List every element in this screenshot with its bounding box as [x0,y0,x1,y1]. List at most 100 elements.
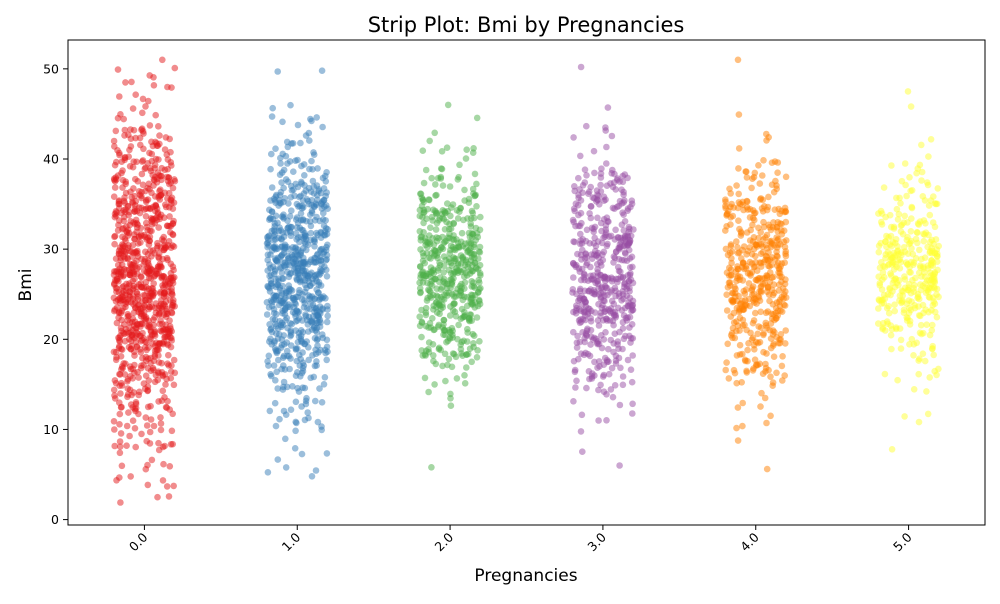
data-point [110,418,118,425]
data-point [304,409,312,416]
data-point [754,330,761,338]
data-point [454,335,461,343]
data-point [292,300,300,308]
data-point [575,211,582,219]
data-point [111,392,118,399]
data-point [167,343,175,351]
data-point [130,348,138,356]
data-point [925,231,932,239]
data-point [155,269,162,277]
data-point [735,199,743,206]
data-point [898,298,906,306]
data-point [754,339,762,347]
data-point [318,423,325,430]
data-point [145,377,153,384]
data-point [918,273,925,280]
data-point [154,493,161,501]
data-point [119,176,127,184]
data-point [919,282,927,290]
data-point [773,262,781,269]
data-point [301,230,309,237]
data-point [142,372,150,380]
data-point [136,134,144,142]
data-point [735,145,743,152]
data-point [312,200,320,207]
data-point [474,302,482,310]
data-point [908,335,916,343]
data-point [290,168,297,175]
data-point [878,218,885,226]
data-point [905,280,913,288]
data-point [130,158,137,165]
data-point [878,300,886,307]
data-point [602,124,609,131]
data-point [758,205,766,212]
data-point [138,430,145,438]
data-point [266,272,273,280]
data-point [163,310,170,318]
data-point [315,186,323,193]
data-point [307,229,315,237]
x-tick-label: 3.0 [584,529,609,554]
data-point [612,226,619,234]
data-point [629,352,636,359]
data-point [725,375,733,382]
data-point [307,256,315,264]
data-point [605,345,612,353]
data-point [418,319,426,327]
data-point [891,307,898,315]
data-point [286,270,294,278]
data-point [573,339,581,347]
data-point [477,213,484,221]
data-point [418,269,426,276]
data-point [467,244,475,252]
data-point [298,180,306,187]
data-point [121,132,128,139]
data-point [439,182,447,189]
data-point [462,155,470,162]
data-point [764,245,771,252]
data-point [723,359,730,366]
data-point [420,219,427,227]
data-point [303,394,310,402]
data-point [290,186,297,193]
data-point [732,268,740,276]
data-point [611,308,619,316]
data-point [277,263,284,271]
data-point [469,268,477,275]
data-point [769,331,777,338]
data-point [888,223,895,231]
data-point [447,329,454,336]
data-point [439,245,447,253]
data-point [611,382,619,389]
data-point [269,104,277,112]
data-point [759,172,766,179]
data-point [620,236,627,244]
data-point [291,310,299,317]
data-point [145,323,153,331]
data-point [897,336,905,344]
data-point [883,243,890,250]
data-point [139,304,146,312]
data-point [459,253,467,261]
data-point [265,352,273,360]
data-point [910,386,918,393]
data-point [759,249,767,256]
data-point [899,230,907,238]
data-point [757,308,764,316]
data-point [155,224,162,231]
data-point [730,319,738,326]
data-point [433,292,441,300]
data-point [150,366,157,374]
data-point [442,377,449,385]
data-point [880,319,887,327]
data-point [756,180,764,187]
data-point [289,383,296,390]
data-point [287,101,294,109]
data-point [279,321,287,329]
data-point [454,215,462,222]
data-point [146,185,153,193]
data-point [454,176,462,183]
data-point [581,271,588,279]
data-point [158,369,166,376]
